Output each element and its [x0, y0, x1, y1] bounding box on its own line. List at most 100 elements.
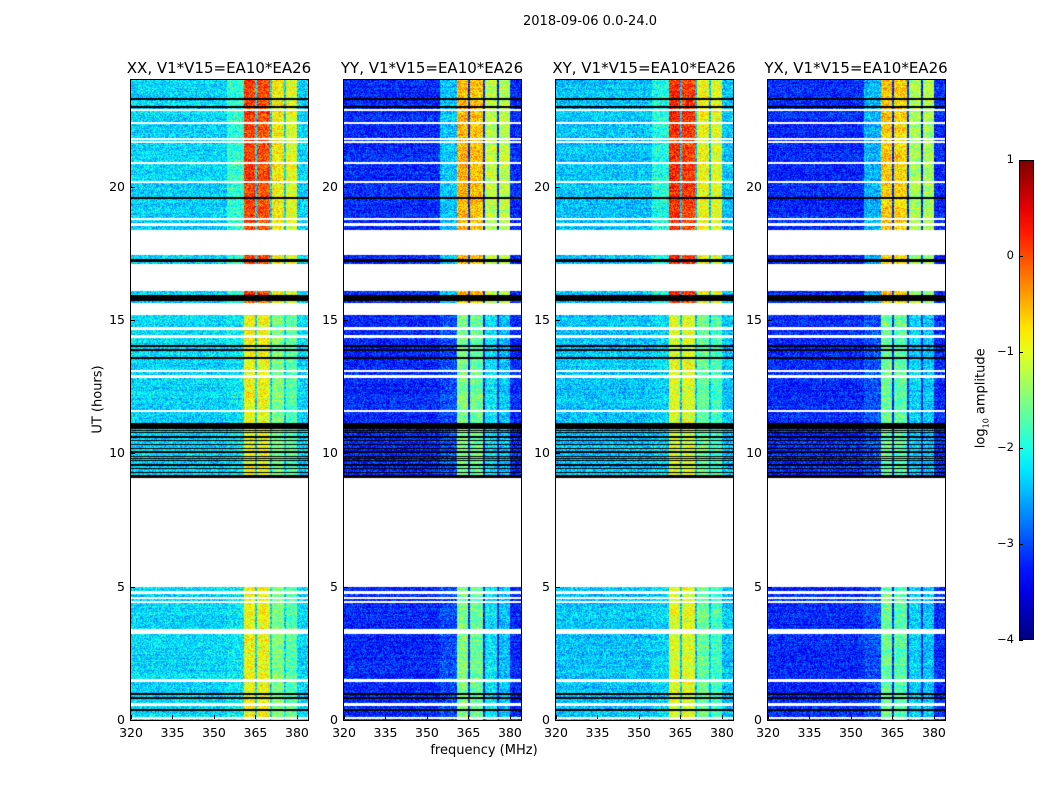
x-tick-label: 365 [880, 725, 905, 740]
x-tick [721, 715, 723, 719]
panel-title: YX, V1*V15=EA10*EA26 [764, 59, 948, 77]
colorbar-label: log10 amplitude [974, 328, 991, 468]
y-tick [344, 186, 348, 188]
figure-title: 2018-09-06 0.0-24.0 [523, 14, 657, 29]
y-tick-label: 0 [117, 712, 125, 727]
x-tick [296, 715, 298, 719]
y-tick [131, 186, 135, 188]
y-tick [556, 586, 560, 588]
spectrogram-panel [555, 79, 734, 721]
colorbar-tick-label: 1 [1006, 152, 1014, 166]
y-tick [768, 720, 772, 721]
colorbar-tick-label: 0 [1006, 248, 1014, 262]
y-tick-label: 0 [330, 712, 338, 727]
x-tick [213, 715, 215, 719]
heatmap-canvas [131, 80, 308, 720]
colorbar-label-log: log [973, 428, 989, 449]
x-tick-label: 320 [544, 725, 568, 740]
y-axis-label: UT (hours) [90, 365, 106, 434]
colorbar-tick [1019, 352, 1023, 353]
y-tick-label: 0 [754, 712, 762, 727]
y-tick-label: 20 [322, 178, 338, 194]
x-tick-label: 365 [456, 725, 481, 740]
y-tick-label: 5 [117, 578, 125, 594]
colorbar-tick [1019, 256, 1023, 257]
y-tick [344, 586, 348, 588]
y-tick-label: 5 [330, 578, 338, 594]
x-tick-label: 320 [119, 725, 143, 740]
x-tick [892, 715, 894, 719]
panel-title: XX, V1*V15=EA10*EA26 [126, 59, 312, 77]
x-tick [933, 715, 935, 719]
x-tick-label: 335 [797, 725, 822, 740]
x-tick [255, 715, 257, 719]
x-tick [768, 715, 769, 719]
x-tick-label: 380 [710, 725, 734, 740]
x-tick [509, 715, 511, 719]
y-tick [556, 453, 560, 455]
x-tick-label: 335 [585, 725, 610, 740]
x-tick [638, 715, 640, 719]
colorbar-tick-label: −2 [997, 440, 1014, 454]
x-tick [556, 715, 557, 719]
colorbar-tick [1019, 640, 1023, 641]
y-tick-label: 10 [534, 445, 550, 461]
x-tick-label: 350 [415, 725, 439, 740]
panel-title: YY, V1*V15=EA10*EA26 [340, 59, 524, 77]
x-tick [131, 715, 132, 719]
y-tick-label: 0 [542, 712, 550, 727]
x-tick [172, 715, 174, 719]
y-tick [768, 453, 772, 455]
y-tick-label: 15 [534, 312, 550, 327]
x-tick-label: 335 [373, 725, 398, 740]
x-tick-label: 365 [668, 725, 693, 740]
colorbar-tick-label: −1 [997, 344, 1014, 358]
x-tick [850, 715, 852, 719]
y-tick [768, 320, 772, 321]
y-tick [131, 453, 135, 455]
x-tick [680, 715, 682, 719]
heatmap-canvas [344, 80, 521, 720]
spectrogram-panel [130, 79, 309, 721]
colorbar [1019, 160, 1034, 640]
x-tick-label: 365 [243, 725, 268, 740]
y-tick-label: 15 [322, 312, 338, 327]
x-axis-label: frequency (MHz) [430, 743, 538, 758]
y-tick [344, 320, 348, 321]
colorbar-tick-label: −3 [997, 536, 1014, 550]
colorbar-label-amplitude: amplitude [973, 348, 989, 419]
colorbar-label-subscript: 10 [981, 418, 991, 429]
x-tick [809, 715, 811, 719]
y-tick-label: 5 [754, 578, 762, 594]
x-tick [344, 715, 345, 719]
y-tick [768, 186, 772, 188]
y-tick-label: 5 [542, 578, 550, 594]
x-tick [426, 715, 428, 719]
x-tick-label: 380 [285, 725, 309, 740]
x-tick-label: 320 [332, 725, 356, 740]
x-tick-label: 335 [160, 725, 185, 740]
y-tick [131, 586, 135, 588]
colorbar-tick [1019, 544, 1023, 545]
y-tick-label: 20 [109, 178, 125, 194]
y-tick-label: 15 [109, 312, 125, 327]
colorbar-tick [1019, 448, 1023, 449]
y-tick [131, 320, 135, 321]
spectrogram-panel [767, 79, 946, 721]
x-tick-label: 350 [627, 725, 651, 740]
y-tick [131, 720, 135, 721]
x-tick [468, 715, 470, 719]
y-tick-label: 15 [746, 312, 762, 327]
x-tick-label: 380 [498, 725, 522, 740]
y-tick-label: 20 [534, 178, 550, 194]
y-tick-label: 10 [746, 445, 762, 461]
heatmap-canvas [768, 80, 945, 720]
heatmap-canvas [556, 80, 733, 720]
y-tick [768, 586, 772, 588]
x-tick-label: 350 [202, 725, 226, 740]
x-tick-label: 350 [839, 725, 863, 740]
colorbar-tick [1019, 160, 1023, 161]
y-tick-label: 20 [746, 178, 762, 194]
panel-title: XY, V1*V15=EA10*EA26 [552, 59, 736, 77]
y-tick [556, 720, 560, 721]
